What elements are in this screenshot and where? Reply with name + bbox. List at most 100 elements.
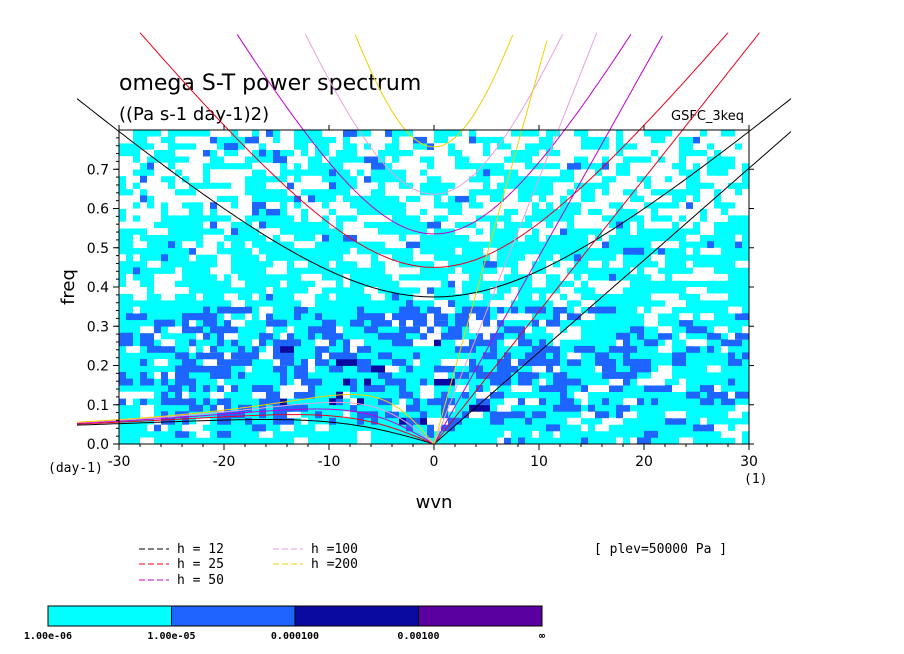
- field-cell: [560, 260, 574, 268]
- field-cell: [308, 385, 315, 392]
- field-cell: [623, 411, 637, 419]
- field-cell: [539, 234, 546, 242]
- field-cell: [343, 378, 350, 386]
- field-cell: [427, 130, 434, 137]
- field-cell: [329, 221, 336, 229]
- field-cell: [497, 306, 504, 314]
- field-cell: [203, 136, 210, 144]
- field-cell: [707, 398, 714, 406]
- field-cell: [119, 378, 133, 386]
- field-cell: [175, 175, 182, 183]
- field-cell: [371, 385, 385, 392]
- field-cell: [532, 430, 539, 438]
- field-cell: [651, 254, 665, 262]
- field-cell: [525, 326, 532, 334]
- field-cell: [399, 313, 420, 321]
- field-cell: [539, 398, 546, 406]
- field-cell: [385, 188, 392, 196]
- field-cell: [217, 188, 231, 196]
- field-cell: [609, 287, 623, 294]
- field-cell: [546, 156, 560, 164]
- field-cell: [560, 228, 567, 235]
- field-cell: [616, 332, 630, 340]
- field-cell: [595, 130, 602, 137]
- field-cell: [658, 195, 672, 203]
- field-cell: [427, 169, 434, 177]
- field-cell: [245, 195, 252, 203]
- field-cell: [413, 319, 427, 327]
- field-cell: [413, 280, 427, 288]
- field-cell: [413, 352, 420, 360]
- field-cell: [637, 306, 644, 314]
- field-cell: [427, 136, 434, 144]
- field-cell: [497, 221, 504, 229]
- field-cell: [140, 372, 147, 379]
- field-cell: [413, 130, 420, 137]
- field-cell: [252, 391, 266, 399]
- field-cell: [189, 345, 196, 353]
- field-cell: [707, 345, 714, 353]
- field-cell: [315, 313, 322, 321]
- field-cell: [469, 339, 476, 347]
- field-cell: [294, 365, 315, 373]
- field-cell: [322, 319, 336, 327]
- field-cell: [686, 345, 700, 353]
- field-cell: [161, 339, 175, 347]
- field-cell: [266, 287, 273, 294]
- field-cell: [504, 352, 511, 360]
- field-cell: [651, 293, 658, 301]
- gravity-wave-h12: [76, 98, 792, 298]
- field-cell: [217, 339, 224, 347]
- field-cell: [742, 149, 749, 157]
- field-cell: [336, 359, 357, 366]
- field-cell: [189, 149, 210, 157]
- field-cell: [119, 254, 126, 262]
- field-cell: [329, 260, 336, 268]
- field-cell: [420, 215, 434, 222]
- field-cell: [175, 136, 189, 144]
- field-cell: [728, 378, 735, 386]
- field-cell: [273, 319, 287, 327]
- field-cell: [588, 169, 595, 177]
- field-cell: [161, 391, 168, 399]
- field-cell: [399, 385, 406, 392]
- field-cell: [518, 385, 532, 392]
- field-cell: [245, 143, 259, 150]
- field-cell: [567, 352, 581, 360]
- field-cell: [714, 247, 721, 255]
- field-cell: [287, 175, 294, 183]
- field-cell: [714, 326, 721, 334]
- field-cell: [140, 202, 147, 209]
- field-cell: [553, 313, 560, 321]
- field-cell: [637, 398, 644, 406]
- field-cell: [609, 156, 623, 164]
- field-cell: [679, 359, 686, 366]
- field-cell: [595, 411, 609, 419]
- field-cell: [406, 208, 420, 216]
- field-cell: [658, 260, 665, 268]
- field-cell: [126, 280, 140, 288]
- field-cell: [217, 417, 224, 425]
- field-cell: [364, 234, 385, 242]
- field-cell: [574, 254, 581, 262]
- field-cell: [518, 372, 539, 379]
- field-cell: [301, 175, 308, 183]
- field-cell: [469, 169, 476, 177]
- field-cell: [553, 430, 560, 438]
- field-cell: [154, 208, 161, 216]
- field-cell: [602, 398, 609, 406]
- field-cell: [588, 313, 595, 321]
- field-cell: [371, 411, 378, 419]
- field-cell: [238, 130, 252, 137]
- field-cell: [574, 280, 581, 288]
- field-cell: [217, 169, 231, 177]
- field-cell: [280, 130, 294, 137]
- field-cell: [483, 169, 490, 177]
- field-cell: [595, 188, 602, 196]
- field-cell: [728, 391, 735, 399]
- field-cell: [441, 175, 455, 183]
- field-cell: [343, 352, 357, 360]
- field-cell: [504, 162, 511, 170]
- colorbar-label: 0.000100: [271, 631, 319, 642]
- field-cell: [224, 143, 238, 150]
